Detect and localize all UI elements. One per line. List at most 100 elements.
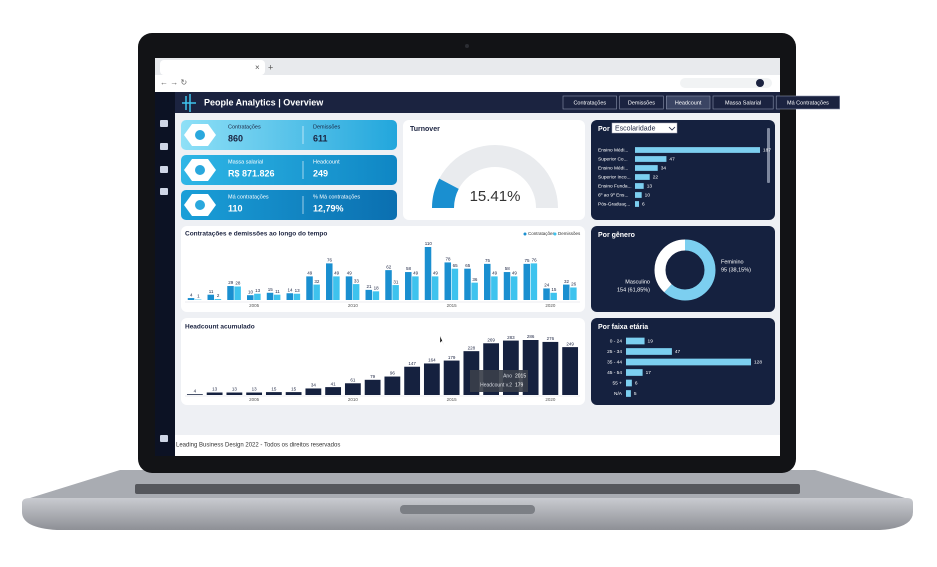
scrollbar[interactable]	[767, 128, 770, 183]
bar-label: 36	[472, 277, 478, 282]
category-label: 55 +	[613, 380, 623, 386]
bar-label: 13	[647, 183, 653, 189]
bar	[325, 387, 342, 395]
tab-label[interactable]: Demissões	[628, 100, 655, 106]
bar	[234, 286, 241, 300]
sidebar-icon[interactable]	[160, 120, 168, 127]
x-tick-label: 2010	[348, 303, 359, 308]
hires-card	[181, 226, 585, 312]
bar-label: 76	[327, 258, 333, 263]
new-tab[interactable]: +	[268, 62, 273, 72]
bar-label: 49	[307, 271, 313, 276]
bar-label: 49	[433, 271, 439, 276]
bar	[562, 347, 579, 395]
category-label: Superior Inco...	[598, 174, 631, 180]
bar	[293, 293, 301, 300]
browser-tab[interactable]	[160, 60, 265, 75]
bar-label: 31	[393, 279, 399, 284]
bar-label: 49	[334, 271, 340, 276]
bar-label: 22	[653, 174, 659, 180]
bar	[635, 201, 640, 207]
bar-label: 19	[648, 338, 654, 344]
sidebar-logout[interactable]	[160, 435, 168, 442]
bar	[404, 366, 421, 395]
bar-label: 21	[367, 284, 373, 289]
bar	[443, 360, 460, 395]
slice-label: 95 (38,15%)	[721, 267, 751, 273]
nav-buttons[interactable]: ← → ↻	[160, 78, 187, 87]
cursor	[439, 336, 445, 346]
tab-button[interactable]	[775, 95, 841, 110]
legend-label: Contratações	[528, 231, 556, 236]
bar-label: 6	[642, 201, 645, 207]
bar-label: 24	[544, 283, 550, 288]
bar	[372, 291, 380, 300]
gauge-value	[432, 178, 459, 209]
bar	[344, 383, 361, 395]
bar	[187, 298, 195, 300]
x-tick-label: 2005	[249, 303, 260, 308]
kpi-icon-glyph	[195, 200, 205, 210]
tooltip-value: 179	[515, 382, 524, 388]
sidebar-icon[interactable]	[160, 143, 168, 150]
bar-label: 65	[465, 263, 471, 268]
selector-value[interactable]: Escolaridade	[615, 125, 656, 132]
bar-label: 179	[448, 355, 456, 360]
bar	[226, 392, 243, 395]
bar-label: 110	[425, 241, 433, 246]
bar	[206, 392, 223, 395]
bar-label: 4	[194, 388, 197, 393]
bar	[364, 379, 381, 395]
tab-label[interactable]: Massa Salarial	[725, 100, 761, 106]
bar	[563, 284, 570, 300]
bar	[626, 369, 643, 376]
bar-label: 34	[311, 383, 317, 388]
bar-label: 47	[675, 349, 681, 355]
tab-label[interactable]: Contratações	[573, 100, 606, 106]
tab-button[interactable]	[562, 95, 617, 110]
kpi-value: R$ 871.826	[228, 168, 275, 178]
bar-label: 49	[347, 271, 353, 276]
bar	[365, 289, 373, 300]
bar-label: 17	[646, 370, 652, 376]
x-tick-label: 2020	[545, 397, 556, 402]
bar-label: 79	[370, 374, 376, 379]
x-tick-label: 2020	[545, 303, 556, 308]
bar	[424, 247, 432, 300]
bar-label: 2	[217, 293, 220, 298]
tooltip	[470, 370, 528, 392]
bar-label: 13	[232, 387, 238, 392]
bar	[626, 348, 672, 355]
bar	[464, 268, 471, 300]
bar-label: 41	[331, 381, 337, 386]
bar-label: 15	[268, 287, 274, 292]
turnover-title: Turnover	[410, 126, 440, 133]
tab-label[interactable]: Headcount	[675, 100, 702, 106]
tab-button[interactable]	[665, 95, 711, 110]
tab-button[interactable]	[712, 95, 774, 110]
bar	[214, 299, 222, 300]
bar	[471, 282, 478, 300]
legend-swatch	[523, 232, 527, 236]
bar	[326, 263, 333, 300]
tab-label[interactable]: Má Contratações	[787, 100, 829, 106]
selector-arrow[interactable]	[668, 126, 676, 131]
tab-close[interactable]: ×	[255, 63, 260, 72]
tab-button[interactable]	[619, 95, 664, 110]
gender-card	[591, 226, 775, 312]
bar-label: 6	[635, 380, 638, 386]
sidebar-icon[interactable]	[160, 166, 168, 173]
education-prefix: Por	[598, 126, 610, 133]
category-label: 45 - 54	[607, 370, 622, 376]
sidebar-icon[interactable]	[160, 188, 168, 195]
profile[interactable]	[756, 79, 764, 87]
category-label: Ensino Médi...	[598, 165, 628, 171]
keyboard	[135, 484, 800, 494]
legend-label: Masculino	[625, 279, 650, 285]
bar-label: 269	[487, 337, 495, 342]
bar-label: 32	[564, 279, 570, 284]
bar-label: 283	[507, 335, 515, 340]
education-selector[interactable]	[611, 122, 678, 134]
bar-label: 164	[428, 358, 436, 363]
